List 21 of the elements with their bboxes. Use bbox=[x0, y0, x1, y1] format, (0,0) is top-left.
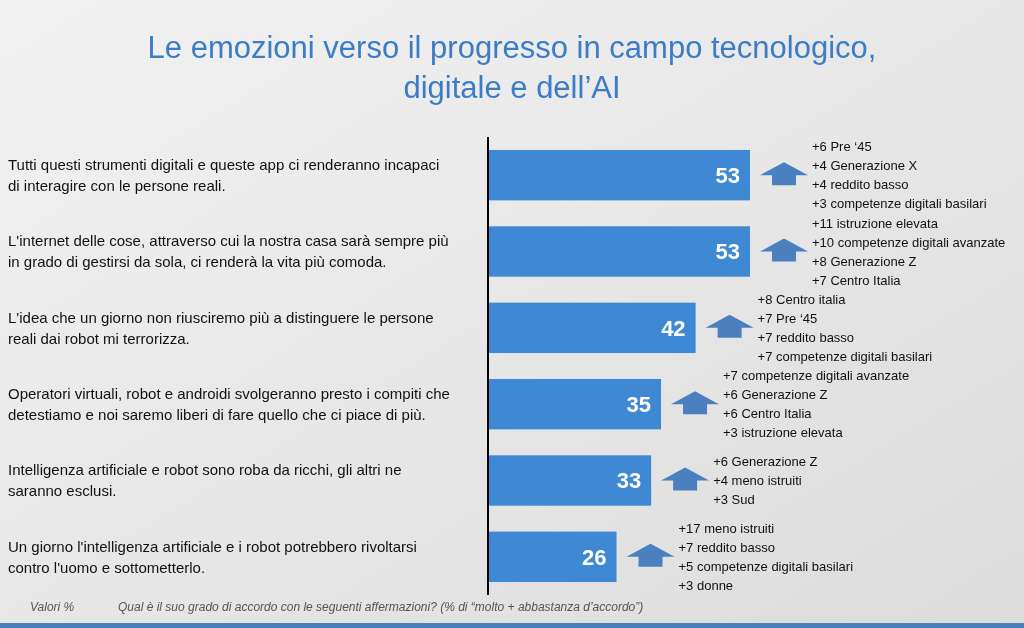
y-tick-label: L'internet delle cose, attraverso cui la nostra casa sarà sempre più in grado di gestirsi da sola, ci renderà la vita più comoda. bbox=[8, 232, 449, 271]
data-label: 33 bbox=[616, 468, 642, 494]
text: Qual è il suo grado di accordo con le seguenti affermazioni? (% di “molto + abbastanza d’accordo”) bbox=[118, 600, 644, 614]
y-tick-label: Intelligenza artificiale e robot sono roba da ricchi, gli altri ne saranno esclusi. bbox=[8, 461, 402, 500]
chart-title: Le emozioni verso il progresso in campo tecnologico, digitale e dell’AI bbox=[147, 30, 877, 105]
data-label: 26 bbox=[582, 544, 607, 570]
text: +8 Centro italia +7 Pre ‘45 +7 reddito basso +7 competenze digitali basilari bbox=[757, 291, 933, 364]
data-label: 53 bbox=[715, 162, 740, 188]
text: +11 istruzione elevata +10 competenze digitali avanzate +8 Generazione Z +7 Centro Italia bbox=[812, 215, 1006, 288]
annotation: +6 Generazione Z +4 meno istruiti +3 Sud bbox=[713, 454, 818, 508]
y-tick-label: L'idea che un giorno non riusciremo più a distinguere le persone reali dai robot mi terrorizza. bbox=[8, 308, 434, 347]
data-label: 53 bbox=[715, 239, 740, 265]
text: Valori % bbox=[30, 600, 75, 614]
y-tick-label: Tutti questi strumenti digitali e queste app ci renderanno incapaci di interagire con le persone reali. bbox=[8, 155, 440, 194]
y-tick-label: Un giorno l'intelligenza artificiale e i robot potrebbero rivoltarsi contro l'uomo e sottometterlo. bbox=[8, 537, 417, 576]
y-tick-label: Operatori virtuali, robot e androidi svolgeranno presto i compiti che detestiamo e noi saremo liberi di fare quello che ci piace di più. bbox=[8, 384, 450, 423]
data-label: 35 bbox=[626, 391, 652, 417]
annotation: +17 meno istruiti +7 reddito basso +5 competenze digitali basilari +3 donne bbox=[678, 520, 854, 593]
text: +6 Pre ‘45 +4 Generazione X +4 reddito basso +3 competenze digitali basilari bbox=[812, 139, 987, 212]
data-label: 42 bbox=[661, 315, 686, 341]
annotation: +7 competenze digitali avanzate +6 Generazione Z +6 Centro Italia +3 istruzione elevata bbox=[723, 368, 910, 441]
